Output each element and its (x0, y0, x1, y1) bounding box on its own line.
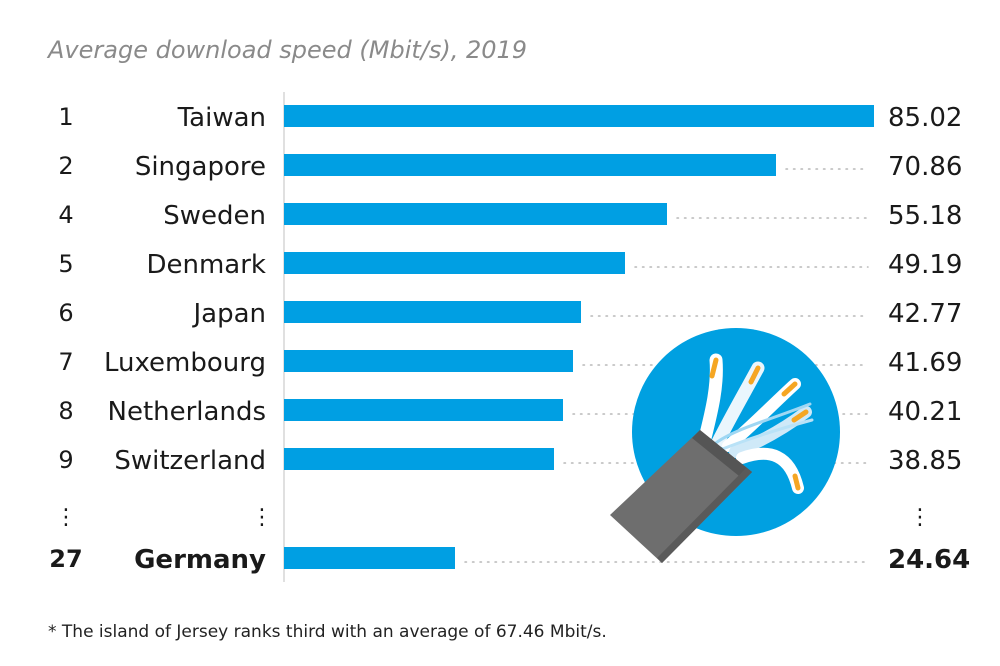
value-label: 24.64 (888, 545, 970, 575)
value-label: 41.69 (888, 348, 962, 378)
category-ellipsis: ⋮ (251, 505, 273, 530)
bar-germany (284, 547, 455, 569)
bar-switzerland (284, 448, 554, 470)
bar-taiwan (284, 105, 874, 127)
value-ellipsis: ⋮ (909, 505, 931, 530)
footnote: * The island of Jersey ranks third with … (48, 622, 607, 642)
category-label: Netherlands (108, 397, 267, 427)
value-label: 49.19 (888, 250, 962, 280)
rank-label: 1 (58, 103, 73, 131)
rank-label: 7 (58, 348, 73, 376)
rank-label: 27 (49, 545, 82, 573)
category-label: Luxembourg (104, 348, 266, 378)
bar-sweden (284, 203, 667, 225)
bar-chart: 1 Taiwan 85.02 2 Singapore 70.86 4 Sweden 55.18 5… (49, 92, 970, 582)
bar-netherlands (284, 399, 563, 421)
bar-japan (284, 301, 581, 323)
rank-label: 6 (58, 299, 73, 327)
bar-denmark (284, 252, 625, 274)
value-label: 70.86 (888, 152, 962, 182)
value-label: 40.21 (888, 397, 962, 427)
cable-jacket (610, 430, 752, 563)
rank-label: 9 (58, 446, 73, 474)
rank-label: 5 (58, 250, 73, 278)
category-label: Japan (191, 299, 266, 329)
category-label: Taiwan (177, 103, 266, 133)
category-label: Sweden (163, 201, 266, 231)
value-label: 55.18 (888, 201, 962, 231)
rank-ellipsis: ⋮ (55, 505, 77, 530)
category-label: Germany (134, 545, 266, 575)
value-label: 42.77 (888, 299, 962, 329)
cable-wires (698, 353, 814, 494)
cable-icon (610, 328, 840, 563)
category-label: Singapore (135, 152, 266, 182)
bar-luxembourg (284, 350, 573, 372)
rank-label: 2 (58, 152, 73, 180)
bar-singapore (284, 154, 776, 176)
rank-label: 8 (58, 397, 73, 425)
value-label: 38.85 (888, 446, 962, 476)
category-label: Denmark (146, 250, 266, 280)
chart-title: Average download speed (Mbit/s), 2019 (48, 36, 528, 64)
category-label: Switzerland (114, 446, 266, 476)
value-label: 85.02 (888, 103, 962, 133)
rank-label: 4 (58, 201, 73, 229)
